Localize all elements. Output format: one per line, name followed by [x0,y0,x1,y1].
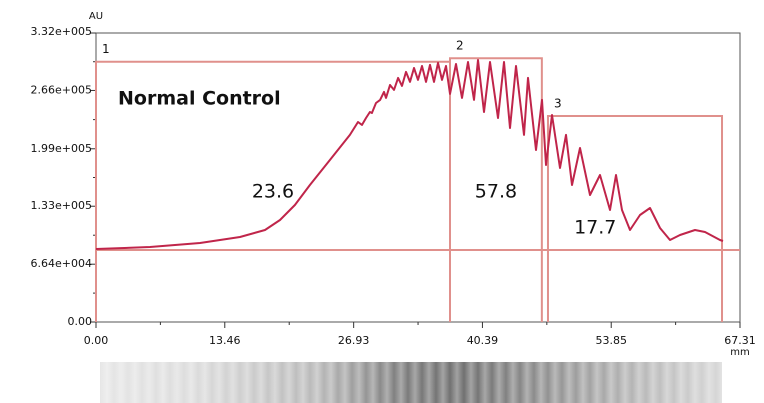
y-tick-label: 2.66e+005 [31,83,92,96]
annotation: Normal Control [118,88,281,110]
chart: AU mm Normal Control 0.00 6.64e+004 1.33e+… [0,0,764,360]
peak-percent: 23.6 [252,181,294,203]
x-tick-label: 40.39 [467,334,499,347]
peak-label: 3 [554,96,562,110]
peak-label: 1 [102,42,110,56]
y-tick-label: 6.64e+004 [31,257,92,270]
x-tick-label: 53.85 [595,334,627,347]
peak-label: 2 [456,39,464,53]
y-tick-label: 3.32e+005 [31,25,92,38]
y-tick-label: 1.99e+005 [31,142,92,155]
x-tick-label: 13.46 [209,334,241,347]
peak-percent: 57.8 [475,181,517,203]
y-tick-label: 0.00 [68,315,93,328]
x-tick-label: 0.00 [84,334,109,347]
y-tick-label: 1.33e+005 [31,199,92,212]
gel-strip [100,362,722,403]
x-axis-label: mm [730,347,749,358]
x-tick-label: 67.31 [724,334,756,347]
x-tick-label: 26.93 [338,334,370,347]
page: {"chart_data": { "type": "line", "ylabel… [0,0,764,403]
peak-percent: 17.7 [574,217,616,239]
y-axis-label: AU [89,11,103,22]
